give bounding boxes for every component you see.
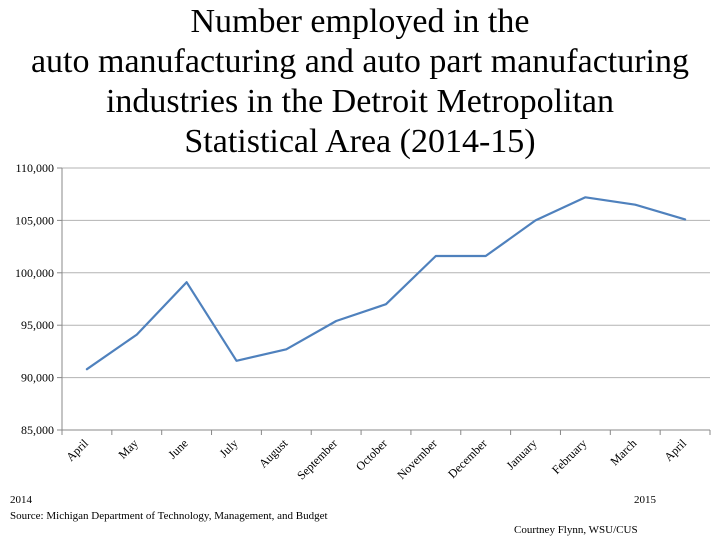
x-tick-label: February [549,436,590,477]
x-tick-label: May [115,436,140,461]
x-tick-label: November [394,436,440,482]
y-tick-labels: 85,000 90,000 95,000 100,000 105,000 110,000 [15,161,54,437]
x-tick-label: December [445,436,490,481]
x-tick-label: April [661,436,689,464]
series-line [85,196,687,371]
x-tick-labels: April May June July August September October No… [63,436,689,483]
y-tick-label: 90,000 [21,371,54,385]
x-tick-label: July [217,436,241,460]
gridlines [62,167,710,379]
y-tick-label: 110,000 [15,161,54,175]
footer-year-left: 2014 [10,494,32,506]
footer-year-right: 2015 [634,494,656,506]
series [85,196,687,371]
y-tick-label: 95,000 [21,318,54,332]
x-tick-label: October [353,436,390,473]
x-tick-label: January [503,436,539,472]
y-tick-label: 85,000 [21,423,54,437]
x-tick-label: August [256,436,291,471]
x-tick-label: March [607,436,639,468]
footer-source: Source: Michigan Department of Technolog… [10,510,328,522]
y-tick-label: 105,000 [15,213,54,227]
y-tick-label: 100,000 [15,266,54,280]
footer-credit: Courtney Flynn, WSU/CUS [514,524,638,536]
x-tick-label: April [63,436,91,464]
x-tick-label: September [294,436,340,482]
chart-title: Number employed in the auto manufacturin… [30,3,690,160]
axes [57,167,711,435]
x-tick-label: June [165,436,190,461]
